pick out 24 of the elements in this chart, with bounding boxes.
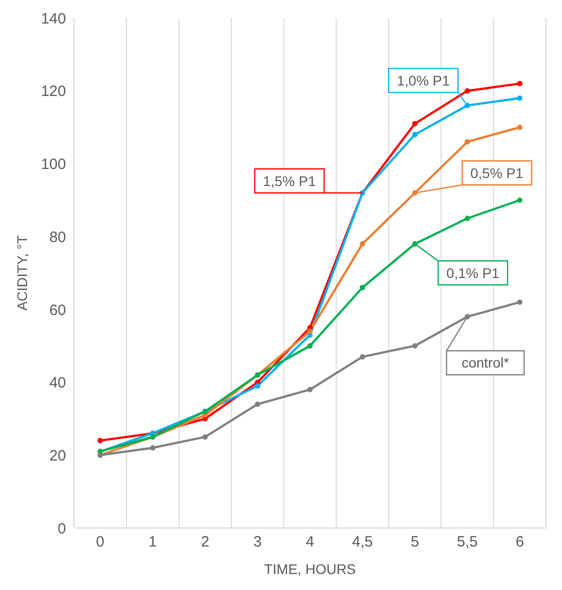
series-label: 0,5% P1 — [470, 164, 524, 181]
series-label: 1,0% P1 — [396, 72, 450, 88]
x-tick-label: 5,5 — [456, 534, 478, 551]
y-tick-label: 140 — [40, 10, 66, 28]
y-axis-title: ACIDITY, °T — [14, 234, 30, 311]
text: 0,1% P1 — [446, 264, 500, 281]
y-tick-label: 20 — [49, 447, 66, 464]
y-tick-label: 80 — [49, 228, 66, 246]
text: control* — [462, 354, 510, 371]
x-tick-label: 5 — [410, 534, 420, 551]
y-tick-label: 0 — [58, 520, 66, 538]
text: 1,5% P1 — [262, 172, 316, 189]
x-tick-label: 6 — [516, 534, 524, 551]
y-tick-label: 120 — [40, 83, 66, 100]
x-tick-label: 0 — [96, 534, 104, 551]
y-tick-label: 40 — [49, 374, 66, 392]
y-tick-label: 60 — [49, 302, 66, 319]
x-tick-label: 2 — [200, 534, 210, 551]
x-tick-label: 4,5 — [352, 534, 373, 551]
x-tick-label: 3 — [253, 534, 262, 551]
y-tick-label: 100 — [40, 156, 66, 174]
x-axis-title: TIME, HOURS — [264, 561, 356, 577]
x-tick-label: 4 — [306, 534, 314, 551]
x-tick-label: 1 — [148, 534, 157, 551]
